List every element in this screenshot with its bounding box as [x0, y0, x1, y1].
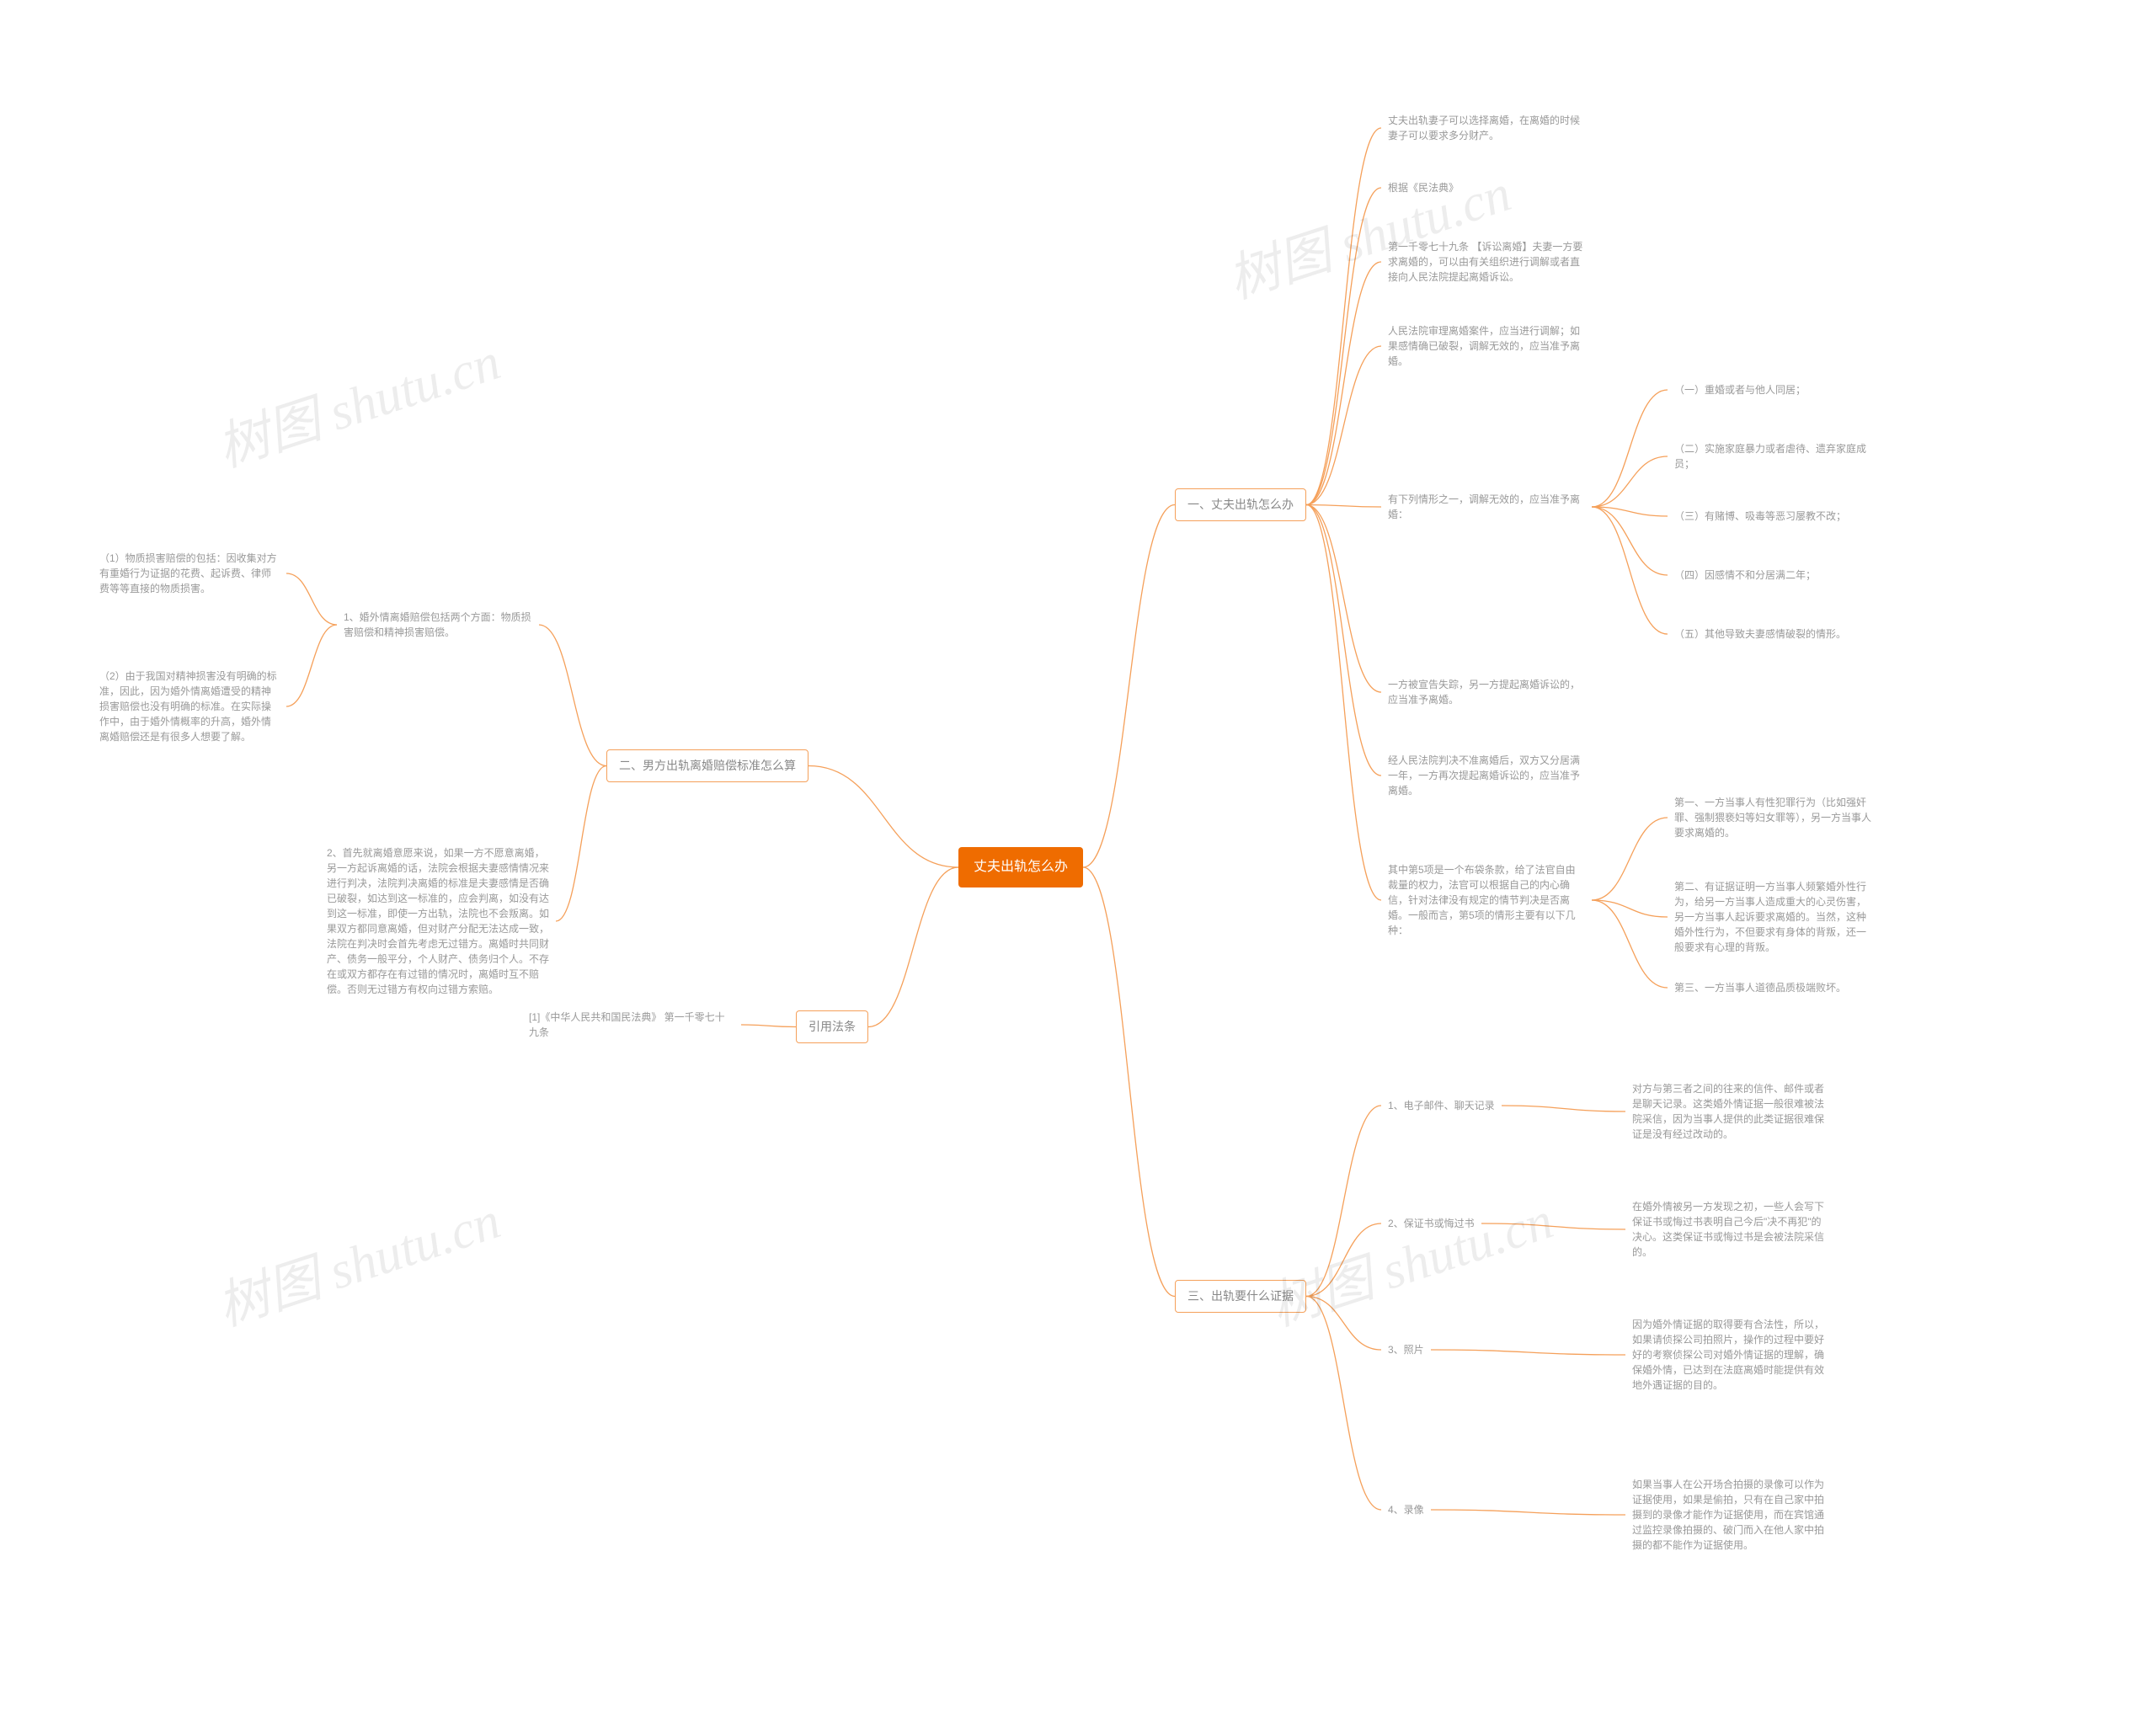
- b1-c8a: 第一、一方当事人有性犯罪行为（比如强奸罪、强制猥亵妇等妇女罪等），另一方当事人要…: [1668, 792, 1878, 844]
- b2-c1b: （2）由于我国对精神损害没有明确的标准，因此，因为婚外情离婚遭受的精神损害赔偿也…: [93, 665, 286, 748]
- b1-c5c: （三）有赌博、吸毒等恶习屡教不改；: [1668, 505, 1853, 527]
- b1-c2: 根据《民法典》: [1381, 177, 1465, 199]
- b1-c8c: 第三、一方当事人道德品质极端败坏。: [1668, 977, 1853, 999]
- b1-c5a: （一）重婚或者与他人同居；: [1668, 379, 1812, 401]
- b2-c2: 2、首先就离婚意愿来说，如果一方不愿意离婚，另一方起诉离婚的话，法院会根据夫妻感…: [320, 842, 556, 1000]
- b2-c1: 1、婚外情离婚赔偿包括两个方面：物质损害赔偿和精神损害赔偿。: [337, 606, 539, 643]
- watermark: 树图 shutu.cn: [1259, 1177, 1561, 1340]
- branch-4: 引用法条: [796, 1010, 868, 1043]
- branch-2: 二、男方出轨离婚赔偿标准怎么算: [606, 749, 808, 782]
- b1-c5d: （四）因感情不和分居满二年；: [1668, 564, 1822, 586]
- b1-c6: 一方被宣告失踪，另一方提起离婚诉讼的，应当准予离婚。: [1381, 674, 1592, 711]
- b3-c1: 1、电子邮件、聊天记录: [1381, 1095, 1502, 1117]
- b1-c8b: 第二、有证据证明一方当事人频繁婚外性行为，给另一方当事人造成重大的心灵伤害，另一…: [1668, 876, 1878, 958]
- b3-c2a: 在婚外情被另一方发现之初，一些人会写下保证书或悔过书表明自己今后"决不再犯"的决…: [1625, 1196, 1836, 1263]
- b1-c1: 丈夫出轨妻子可以选择离婚，在离婚的时候妻子可以要求多分财产。: [1381, 109, 1592, 147]
- b1-c5: 有下列情形之一，调解无效的，应当准予离婚：: [1381, 488, 1592, 525]
- b1-c5e: （五）其他导致夫妻感情破裂的情形。: [1668, 623, 1853, 645]
- b1-c7: 经人民法院判决不准离婚后，双方又分居满一年，一方再次提起离婚诉讼的，应当准予离婚…: [1381, 749, 1592, 802]
- branch-3: 三、出轨要什么证据: [1175, 1280, 1306, 1313]
- branch-1: 一、丈夫出轨怎么办: [1175, 488, 1306, 521]
- b3-c3a: 因为婚外情证据的取得要有合法性，所以，如果请侦探公司拍照片，操作的过程中要好好的…: [1625, 1314, 1836, 1396]
- root-node: 丈夫出轨怎么办: [958, 847, 1083, 887]
- b1-c5b: （二）实施家庭暴力或者虐待、遗弃家庭成员；: [1668, 438, 1878, 475]
- b3-c1a: 对方与第三者之间的往来的信件、邮件或者是聊天记录。这类婚外情证据一般很难被法院采…: [1625, 1078, 1836, 1145]
- b2-c1a: （1）物质损害赔偿的包括：因收集对方有重婚行为证据的花费、起诉费、律师费等等直接…: [93, 547, 286, 600]
- b3-c3: 3、照片: [1381, 1339, 1431, 1361]
- b3-c4a: 如果当事人在公开场合拍摄的录像可以作为证据使用，如果是偷拍，只有在自己家中拍摄到…: [1625, 1474, 1836, 1556]
- b1-c3: 第一千零七十九条 【诉讼离婚】夫妻一方要求离婚的，可以由有关组织进行调解或者直接…: [1381, 236, 1592, 288]
- b1-c8: 其中第5项是一个布袋条款，给了法官自由裁量的权力，法官可以根据自己的内心确信，针…: [1381, 859, 1592, 941]
- watermark: 树图 shutu.cn: [206, 318, 509, 481]
- watermark: 树图 shutu.cn: [1217, 150, 1519, 312]
- b1-c4: 人民法院审理离婚案件，应当进行调解；如果感情确已破裂，调解无效的，应当准予离婚。: [1381, 320, 1592, 372]
- b4-c1: [1]《中华人民共和国民法典》 第一千零七十九条: [522, 1006, 741, 1043]
- b3-c4: 4、录像: [1381, 1499, 1431, 1521]
- b3-c2: 2、保证书或悔过书: [1381, 1213, 1481, 1234]
- watermark: 树图 shutu.cn: [206, 1177, 509, 1340]
